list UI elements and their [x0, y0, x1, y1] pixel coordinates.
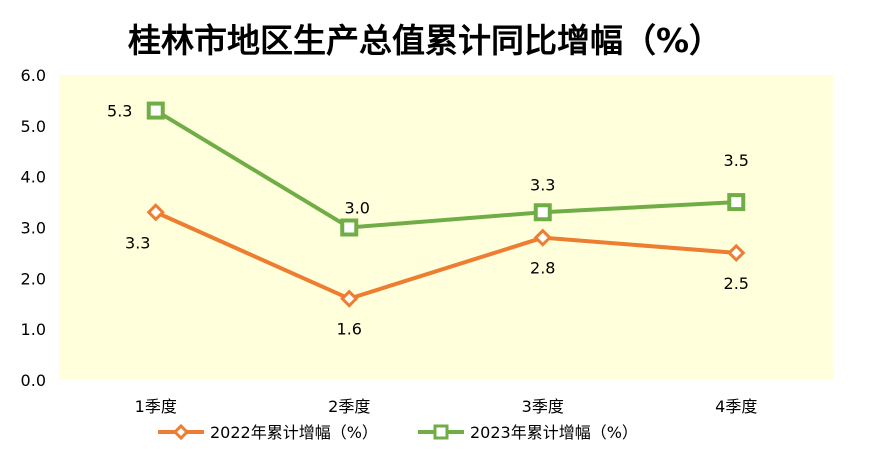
data-label: 2.8	[530, 259, 555, 278]
x-tick-label: 3季度	[522, 397, 564, 416]
data-label: 3.5	[724, 151, 749, 170]
x-tick-label: 1季度	[135, 397, 177, 416]
y-tick-label: 2.0	[21, 269, 46, 288]
legend-label: 2022年累计增幅（%）	[210, 423, 378, 442]
chart-title: 桂林市地区生产总值累计同比增幅（%）	[128, 21, 722, 60]
y-tick-label: 4.0	[21, 168, 46, 187]
square-marker-icon	[433, 424, 449, 440]
square-marker	[533, 203, 552, 222]
y-tick-label: 0.0	[21, 371, 46, 390]
series-line-1	[154, 210, 737, 301]
square-marker	[340, 218, 359, 237]
x-tick-label: 2季度	[328, 397, 370, 416]
y-tick-label: 3.0	[21, 219, 46, 238]
diamond-marker	[146, 203, 165, 222]
diamond-marker	[533, 228, 552, 247]
legend-label: 2023年累计增幅（%）	[470, 423, 638, 442]
square-marker	[727, 193, 746, 212]
data-label: 1.6	[337, 320, 362, 339]
data-label: 3.3	[125, 233, 150, 252]
diamond-marker	[727, 243, 746, 263]
series-line-2	[154, 108, 737, 230]
data-label: 3.0	[345, 199, 370, 218]
y-tick-label: 1.0	[21, 320, 46, 339]
data-label: 5.3	[107, 102, 132, 121]
y-tick-label: 6.0	[21, 66, 46, 85]
diamond-marker-icon	[172, 423, 190, 441]
data-label: 3.3	[530, 175, 555, 194]
diamond-marker	[340, 289, 359, 308]
x-tick-label: 4季度	[715, 397, 757, 416]
y-tick-label: 5.0	[21, 117, 46, 136]
data-label: 2.5	[724, 274, 749, 293]
square-marker	[146, 101, 165, 120]
